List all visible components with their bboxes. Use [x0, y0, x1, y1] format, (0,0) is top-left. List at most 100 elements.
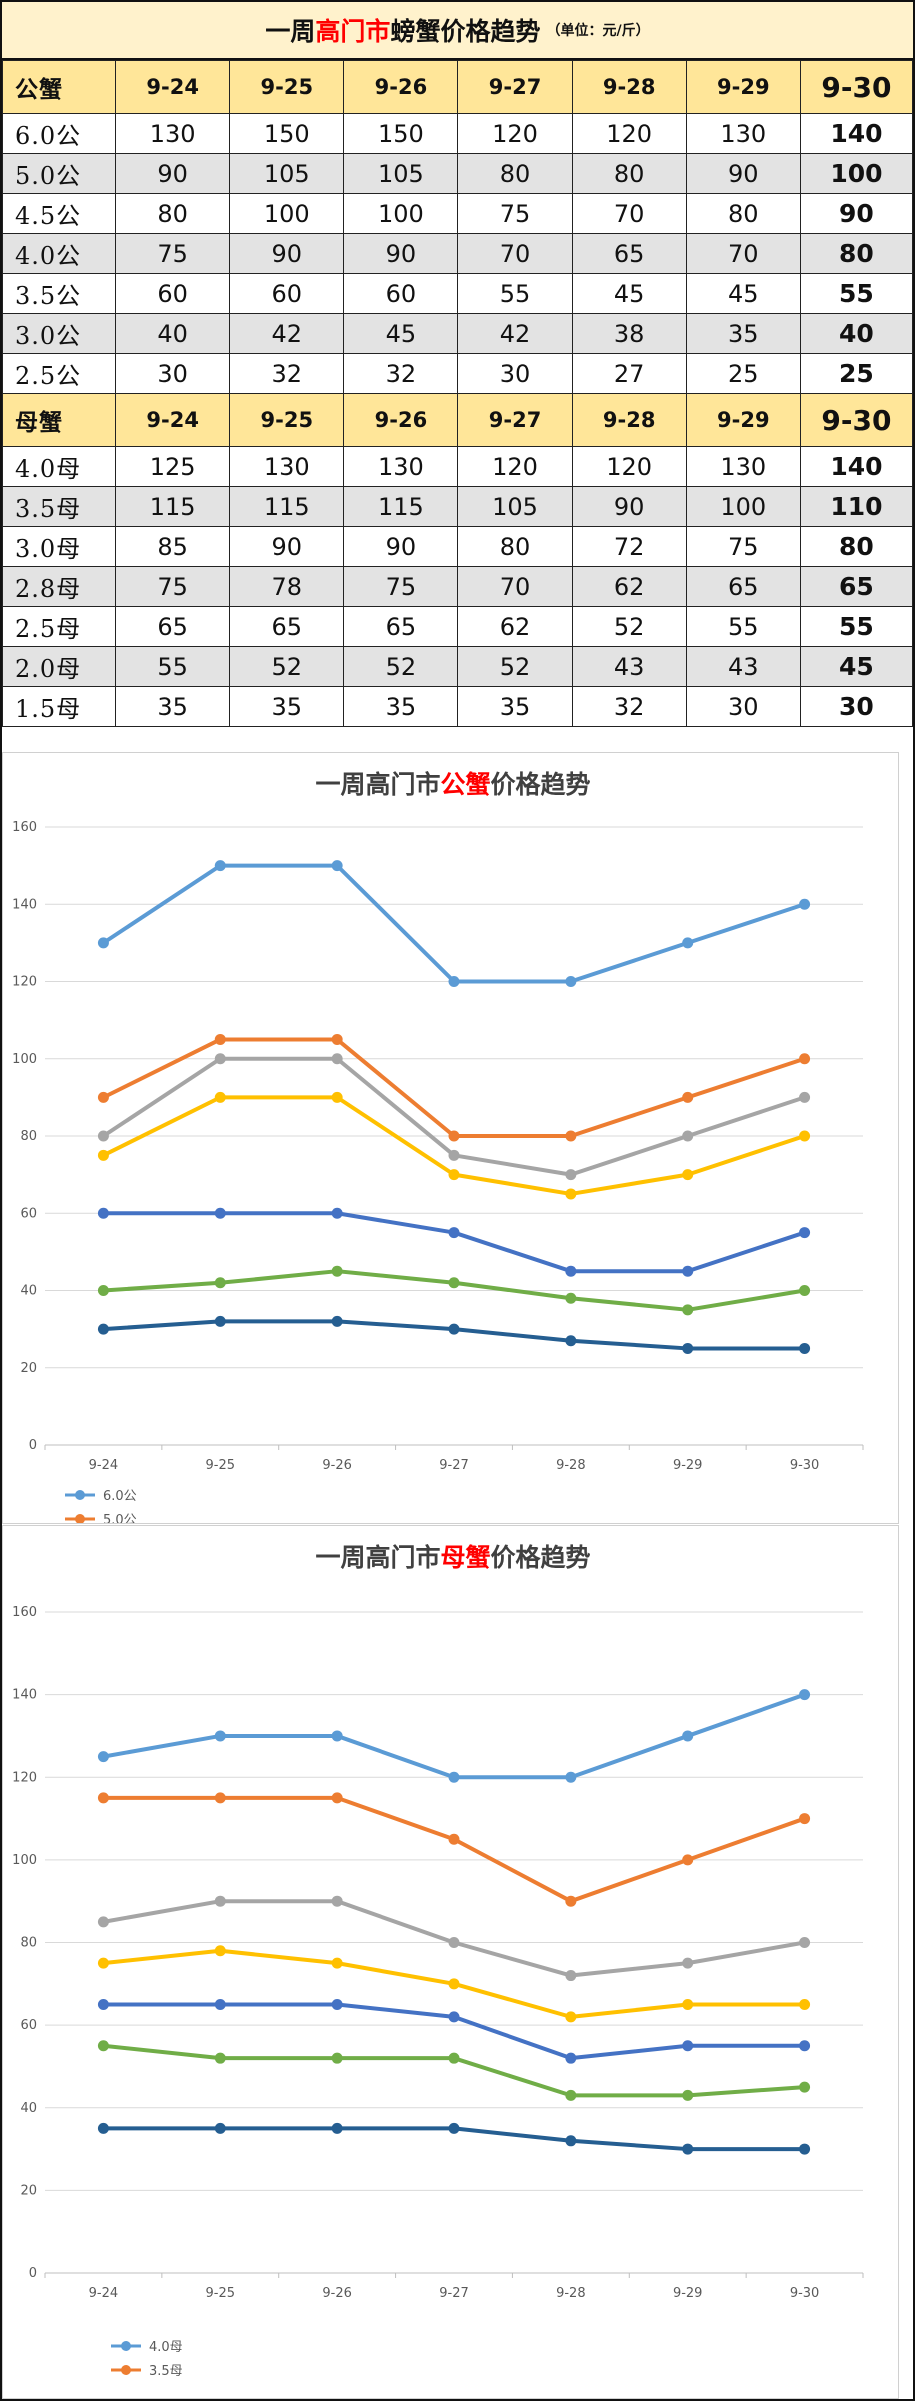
section-label: 公蟹 — [1, 60, 117, 114]
table-row: 2.5公 30 32 32 30 27 25 25 — [1, 353, 914, 394]
price-cell: 130 — [115, 113, 231, 154]
price-cell: 78 — [229, 566, 345, 607]
data-point — [565, 2052, 577, 2064]
data-point — [799, 898, 811, 910]
series-6 — [97, 1315, 811, 1354]
price-cell: 120 — [457, 113, 573, 154]
legend-label: 5.0公 — [103, 1513, 137, 1523]
data-point — [799, 1813, 811, 1825]
price-cell: 80 — [799, 233, 914, 274]
data-point — [331, 2122, 343, 2134]
size-label: 4.5公 — [1, 193, 117, 234]
price-cell: 25 — [685, 353, 801, 394]
price-cell: 120 — [571, 446, 687, 487]
price-cell: 150 — [343, 113, 459, 154]
y-tick-label: 120 — [12, 1770, 37, 1785]
legend-swatch-dot — [75, 1490, 85, 1500]
data-point — [565, 2089, 577, 2101]
table-row: 2.5母 65 65 65 62 52 55 55 — [1, 606, 914, 647]
data-point — [799, 2143, 811, 2155]
legend-entry: 6.0公 — [65, 1489, 137, 1504]
data-point — [214, 860, 226, 872]
price-cell: 40 — [799, 313, 914, 354]
data-point — [682, 2143, 694, 2155]
price-cell: 72 — [571, 526, 687, 567]
price-cell: 140 — [799, 113, 914, 154]
price-cell: 90 — [343, 233, 459, 274]
legend-entry: 4.0母 — [111, 2340, 183, 2355]
size-label: 2.8母 — [1, 566, 117, 607]
size-label: 1.5母 — [1, 686, 117, 727]
series-2 — [97, 1053, 811, 1181]
price-cell: 100 — [799, 153, 914, 194]
price-cell: 35 — [229, 686, 345, 727]
price-cell: 65 — [571, 233, 687, 274]
price-cell: 90 — [229, 233, 345, 274]
data-point — [214, 1053, 226, 1065]
data-point — [214, 1998, 226, 2010]
data-point — [331, 1730, 343, 1742]
y-tick-label: 20 — [20, 2183, 37, 2198]
data-point — [682, 1304, 694, 1316]
price-cell: 45 — [571, 273, 687, 314]
data-point — [682, 1169, 694, 1181]
price-cell: 43 — [685, 646, 801, 687]
female-crab-chart-svg: 一周高门市母蟹价格趋势 0 20 40 60 80 100 120 140 160 9-24 9-25… — [12, 1543, 864, 2379]
data-point — [331, 1315, 343, 1327]
price-cell: 35 — [343, 686, 459, 727]
data-point — [214, 1315, 226, 1327]
legend-swatch-dot — [121, 2365, 131, 2375]
price-cell: 105 — [457, 486, 573, 527]
date-header: 9-28 — [571, 393, 687, 447]
data-point — [448, 1978, 460, 1990]
price-cell: 35 — [457, 686, 573, 727]
data-point — [799, 1937, 811, 1948]
price-cell: 75 — [457, 193, 573, 234]
data-point — [97, 1285, 109, 1296]
price-cell: 60 — [343, 273, 459, 314]
x-tick-label: 9-30 — [790, 2286, 820, 2301]
data-point — [448, 2011, 460, 2023]
table-row: 3.5母 115 115 115 105 90 100 110 — [1, 486, 914, 527]
data-point — [799, 1091, 811, 1103]
data-point — [565, 1130, 577, 1142]
price-cell: 80 — [115, 193, 231, 234]
price-cell: 80 — [571, 153, 687, 194]
price-cell: 80 — [457, 526, 573, 567]
data-point — [799, 1130, 811, 1142]
data-point — [799, 1227, 811, 1239]
size-label: 3.0公 — [1, 313, 117, 354]
data-point — [682, 1730, 694, 1742]
legend-entry: 5.0公 — [65, 1513, 137, 1523]
x-tick-label: 9-25 — [206, 1458, 236, 1473]
price-cell: 65 — [115, 606, 231, 647]
data-point — [331, 1091, 343, 1103]
series-5 — [97, 2040, 811, 2101]
x-tick-label: 9-27 — [439, 1458, 469, 1473]
chart-title: 一周高门市公蟹价格趋势 — [315, 770, 590, 799]
price-cell: 62 — [571, 566, 687, 607]
table-row: 4.5公 80 100 100 75 70 80 90 — [1, 193, 914, 234]
price-cell: 120 — [571, 113, 687, 154]
series-4 — [97, 1998, 811, 2064]
data-point — [565, 1265, 577, 1277]
date-header: 9-29 — [685, 393, 801, 447]
x-tick-label: 9-26 — [322, 2286, 352, 2301]
data-point — [799, 1998, 811, 2010]
table-row: 1.5母 35 35 35 35 32 30 30 — [1, 686, 914, 727]
data-point — [448, 1833, 460, 1845]
table-row: 4.0母 125 130 130 120 120 130 140 — [1, 446, 914, 487]
data-point — [214, 1033, 226, 1045]
price-cell: 130 — [685, 113, 801, 154]
male-crab-chart-svg: 一周高门市公蟹价格趋势 0 20 40 60 80 100 120 140 160 9-24 9-25… — [12, 770, 864, 1523]
data-point — [331, 860, 343, 872]
table-row: 3.0母 85 90 90 80 72 75 80 — [1, 526, 914, 567]
data-point — [565, 1188, 577, 1200]
series-0 — [97, 860, 811, 987]
data-point — [682, 2089, 694, 2101]
price-cell: 105 — [229, 153, 345, 194]
price-cell: 80 — [799, 526, 914, 567]
price-cell: 75 — [343, 566, 459, 607]
data-point — [682, 1957, 694, 1969]
data-point — [799, 1689, 811, 1701]
